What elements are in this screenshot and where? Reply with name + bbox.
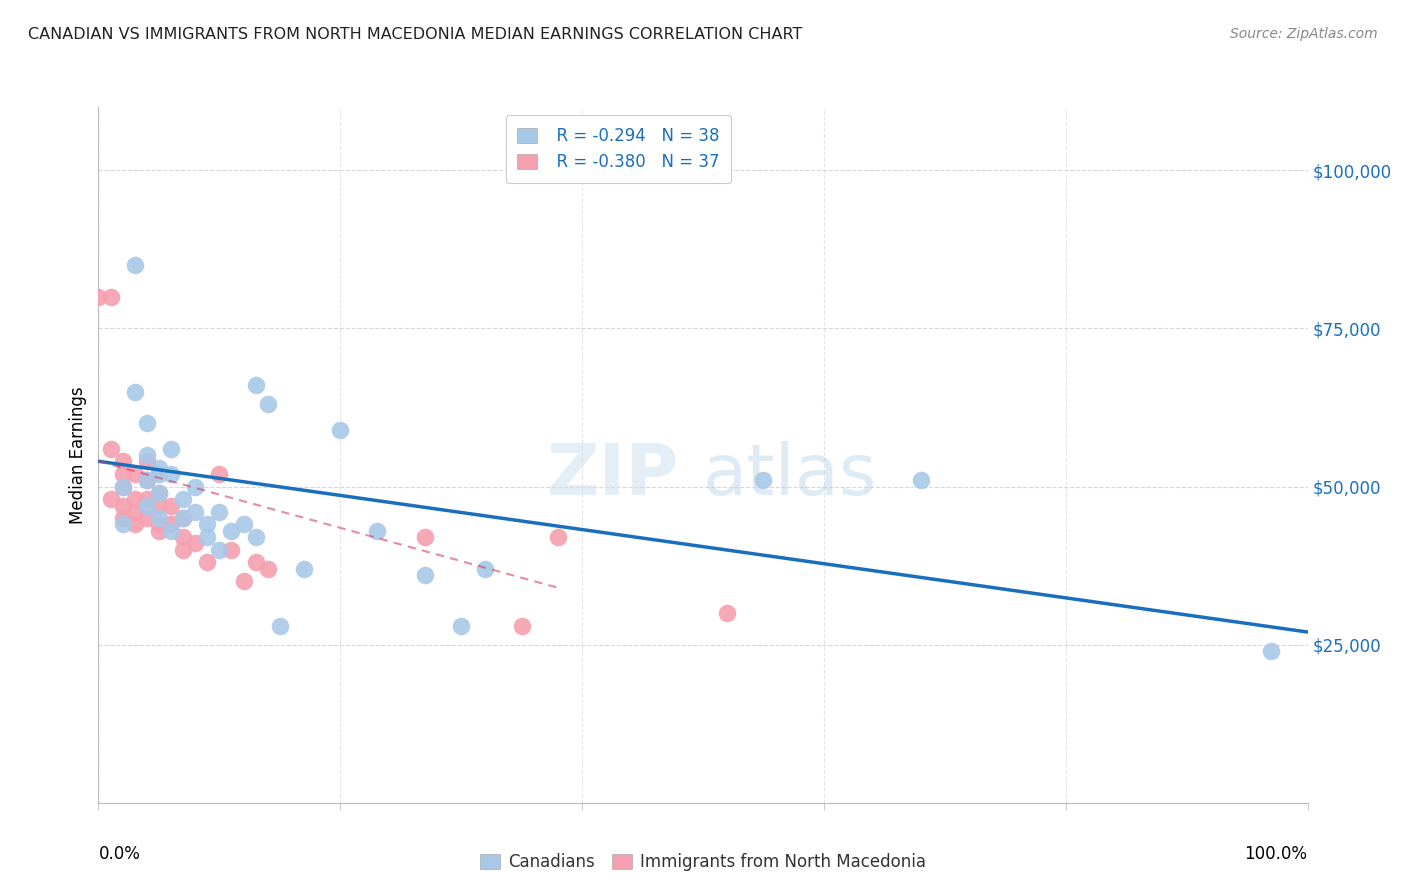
Point [135, 454, 157, 468]
Point [124, 492, 146, 507]
Legend: Canadians, Immigrants from North Macedonia: Canadians, Immigrants from North Macedon… [474, 847, 932, 878]
Point [232, 574, 254, 589]
Point [232, 517, 254, 532]
Point [195, 530, 218, 544]
Point [221, 542, 243, 557]
Text: CANADIAN VS IMMIGRANTS FROM NORTH MACEDONIA MEDIAN EARNINGS CORRELATION CHART: CANADIAN VS IMMIGRANTS FROM NORTH MACEDO… [28, 27, 803, 42]
Point [111, 454, 134, 468]
Point [413, 568, 436, 582]
Point [124, 467, 146, 481]
Point [148, 467, 170, 481]
Point [474, 562, 496, 576]
Point [135, 492, 157, 507]
Point [148, 524, 170, 538]
Point [450, 618, 472, 632]
Point [111, 517, 134, 532]
Point [135, 417, 157, 431]
Point [135, 473, 157, 487]
Point [269, 618, 291, 632]
Point [547, 530, 569, 544]
Point [148, 486, 170, 500]
Point [716, 606, 738, 620]
Text: 0.0%: 0.0% [98, 845, 141, 863]
Point [135, 473, 157, 487]
Text: Source: ZipAtlas.com: Source: ZipAtlas.com [1230, 27, 1378, 41]
Point [208, 505, 231, 519]
Point [148, 499, 170, 513]
Point [245, 378, 267, 392]
Point [148, 460, 170, 475]
Text: ZIP: ZIP [547, 442, 679, 510]
Point [208, 467, 231, 481]
Point [195, 517, 218, 532]
Point [111, 479, 134, 493]
Point [184, 479, 207, 493]
Point [292, 562, 315, 576]
Point [195, 556, 218, 570]
Point [111, 499, 134, 513]
Point [111, 479, 134, 493]
Point [172, 542, 194, 557]
Y-axis label: Median Earnings: Median Earnings [69, 386, 87, 524]
Point [510, 618, 533, 632]
Point [160, 517, 183, 532]
Point [111, 467, 134, 481]
Point [172, 530, 194, 544]
Point [135, 511, 157, 525]
Point [124, 258, 146, 272]
Point [111, 511, 134, 525]
Point [245, 556, 267, 570]
Point [172, 511, 194, 525]
Point [135, 499, 157, 513]
Point [87, 290, 110, 304]
Point [1260, 644, 1282, 658]
Point [245, 530, 267, 544]
Point [124, 505, 146, 519]
Text: atlas: atlas [703, 442, 877, 510]
Point [413, 530, 436, 544]
Point [160, 499, 183, 513]
Point [256, 562, 278, 576]
Point [256, 397, 278, 411]
Point [148, 486, 170, 500]
Point [160, 442, 183, 456]
Point [221, 524, 243, 538]
Point [100, 290, 122, 304]
Point [148, 517, 170, 532]
Point [124, 517, 146, 532]
Point [160, 524, 183, 538]
Point [124, 384, 146, 399]
Point [172, 492, 194, 507]
Point [208, 542, 231, 557]
Point [160, 467, 183, 481]
Text: 100.0%: 100.0% [1244, 845, 1308, 863]
Point [910, 473, 932, 487]
Point [184, 536, 207, 550]
Point [148, 511, 170, 525]
Point [100, 442, 122, 456]
Point [366, 524, 388, 538]
Point [135, 448, 157, 462]
Point [100, 492, 122, 507]
Point [752, 473, 775, 487]
Point [172, 511, 194, 525]
Point [184, 505, 207, 519]
Point [329, 423, 352, 437]
